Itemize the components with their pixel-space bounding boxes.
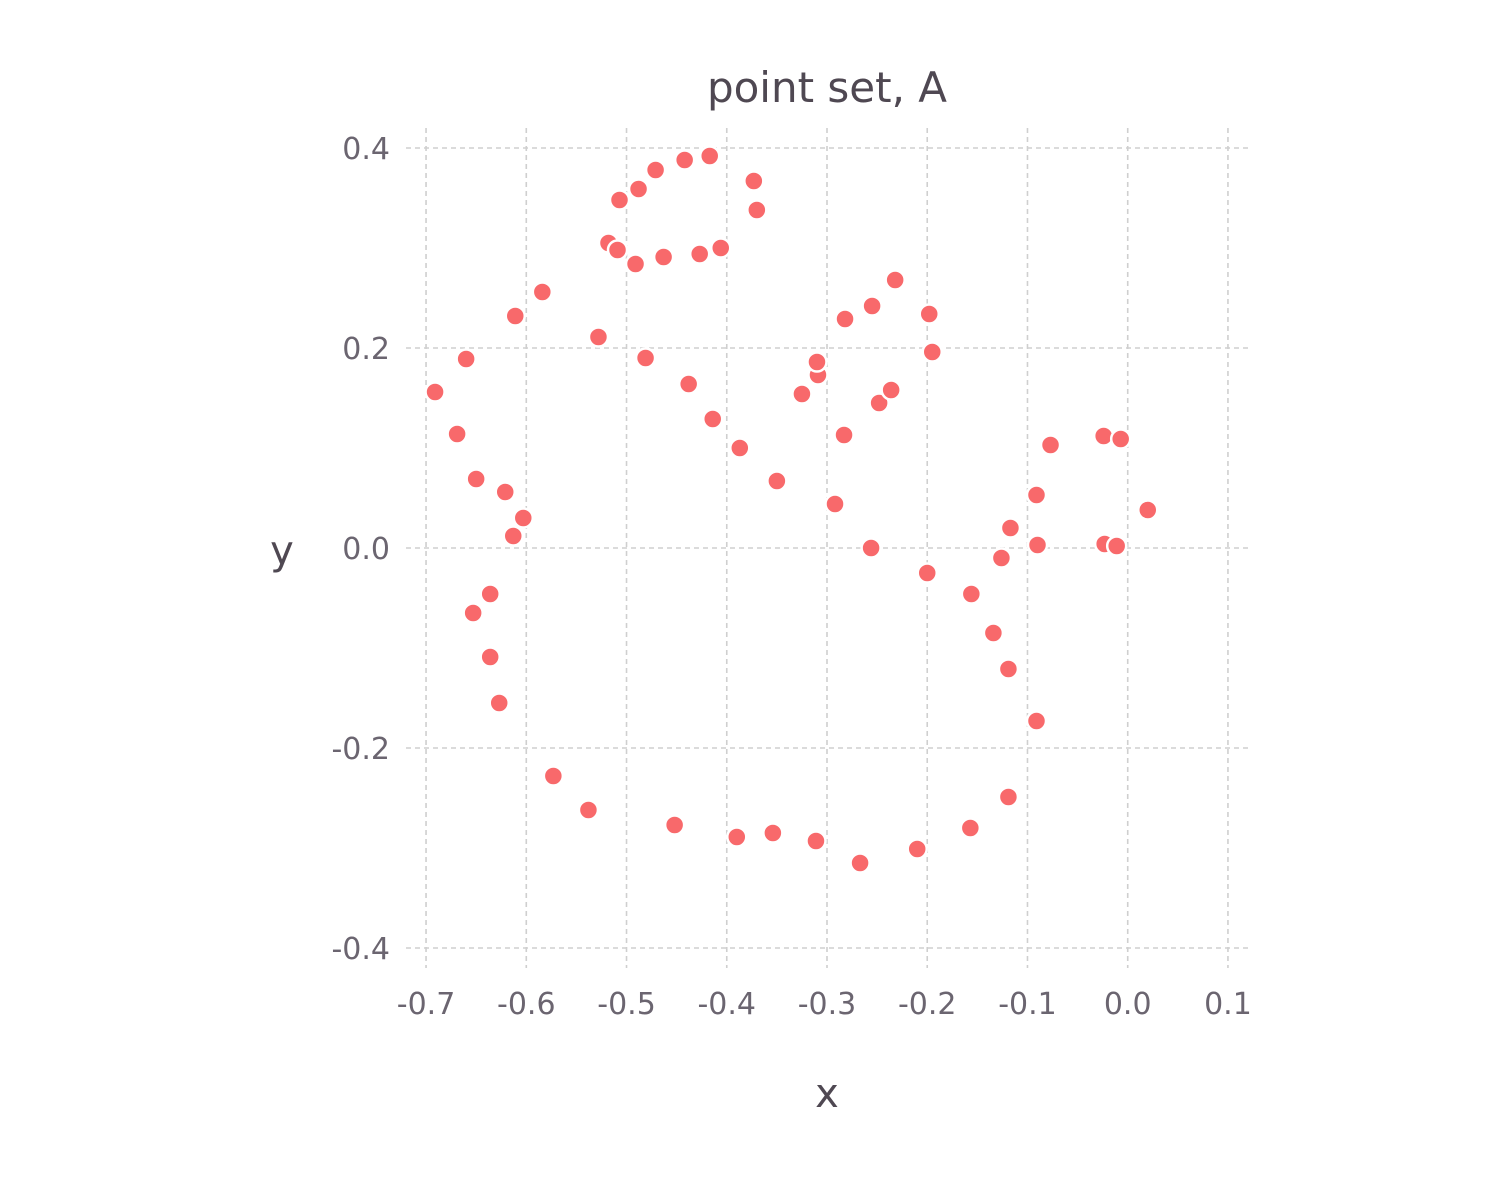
data-point xyxy=(861,295,883,317)
data-point xyxy=(824,493,846,515)
data-point xyxy=(916,562,938,584)
data-point xyxy=(1039,434,1062,456)
data-point xyxy=(762,822,784,844)
x-tick-label: 0.0 xyxy=(1104,987,1152,1022)
data-point xyxy=(743,170,765,192)
data-point xyxy=(1092,425,1115,447)
data-point xyxy=(959,817,982,839)
data-point xyxy=(746,199,768,221)
data-point xyxy=(634,347,657,369)
data-point xyxy=(606,239,629,261)
data-point xyxy=(766,470,788,492)
data-point xyxy=(906,838,928,860)
data-point xyxy=(806,351,828,373)
data-point xyxy=(488,692,510,714)
data-point xyxy=(446,423,468,445)
x-tick-label: -0.5 xyxy=(597,987,656,1022)
data-point xyxy=(999,517,1022,539)
data-point xyxy=(462,602,484,624)
data-point xyxy=(644,159,667,181)
y-tick-label: 0.4 xyxy=(342,132,390,167)
data-point xyxy=(531,281,554,303)
data-point xyxy=(652,246,675,268)
x-tick-label: -0.6 xyxy=(497,987,556,1022)
data-point xyxy=(587,326,610,348)
chart-title: point set, A xyxy=(707,63,947,112)
x-axis-title: x xyxy=(815,1071,839,1117)
data-point xyxy=(504,305,527,327)
data-point xyxy=(884,269,906,291)
data-point xyxy=(834,308,856,330)
data-point xyxy=(542,765,565,787)
y-tick-label: -0.2 xyxy=(331,732,390,767)
data-point xyxy=(833,424,855,446)
data-point xyxy=(673,149,696,171)
data-point xyxy=(677,373,700,395)
data-point xyxy=(791,383,813,405)
data-point xyxy=(726,826,748,848)
data-point xyxy=(494,481,516,503)
data-point xyxy=(424,381,446,403)
y-tick-label: 0.0 xyxy=(342,532,390,567)
data-point xyxy=(698,145,721,167)
data-point xyxy=(990,547,1013,569)
data-point xyxy=(627,178,650,200)
data-point xyxy=(479,583,501,605)
x-tick-label: -0.4 xyxy=(697,987,756,1022)
data-point xyxy=(1026,534,1049,556)
data-point xyxy=(849,852,871,874)
y-tick-label: 0.2 xyxy=(342,332,390,367)
data-point xyxy=(1025,484,1048,506)
data-point xyxy=(624,253,647,275)
data-point xyxy=(1025,710,1048,732)
data-point xyxy=(997,658,1020,680)
data-point xyxy=(921,341,943,363)
data-point xyxy=(918,303,940,325)
tick-labels: -0.7 -0.6 -0.5 -0.4 -0.3 -0.2 -0.1 0.0 0.1 -0.4 -0… xyxy=(331,132,1251,1022)
y-axis-title: y xyxy=(270,528,294,574)
x-tick-label: -0.3 xyxy=(798,987,857,1022)
data-point xyxy=(688,243,711,265)
x-tick-label: -0.1 xyxy=(998,987,1057,1022)
data-point xyxy=(502,525,525,547)
data-point xyxy=(860,537,882,559)
data-point xyxy=(709,237,732,259)
data-point xyxy=(479,646,501,668)
data-point xyxy=(1105,535,1128,557)
data-point xyxy=(465,468,487,490)
data-point xyxy=(868,392,890,414)
data-point xyxy=(608,189,631,211)
data-point xyxy=(880,379,902,401)
data-points xyxy=(424,145,1159,874)
data-point xyxy=(512,507,535,529)
data-point xyxy=(701,408,724,430)
data-point xyxy=(577,799,600,821)
data-point xyxy=(982,622,1005,644)
y-tick-label: -0.4 xyxy=(331,932,390,967)
data-point xyxy=(455,348,477,370)
data-point xyxy=(1137,499,1159,521)
data-point xyxy=(805,830,827,852)
data-point xyxy=(997,786,1020,808)
x-tick-label: 0.1 xyxy=(1204,987,1252,1022)
data-point xyxy=(729,437,751,459)
data-point xyxy=(960,583,983,605)
x-tick-label: -0.2 xyxy=(898,987,957,1022)
data-point xyxy=(663,814,686,836)
data-point xyxy=(1109,428,1132,450)
x-tick-label: -0.7 xyxy=(397,987,456,1022)
